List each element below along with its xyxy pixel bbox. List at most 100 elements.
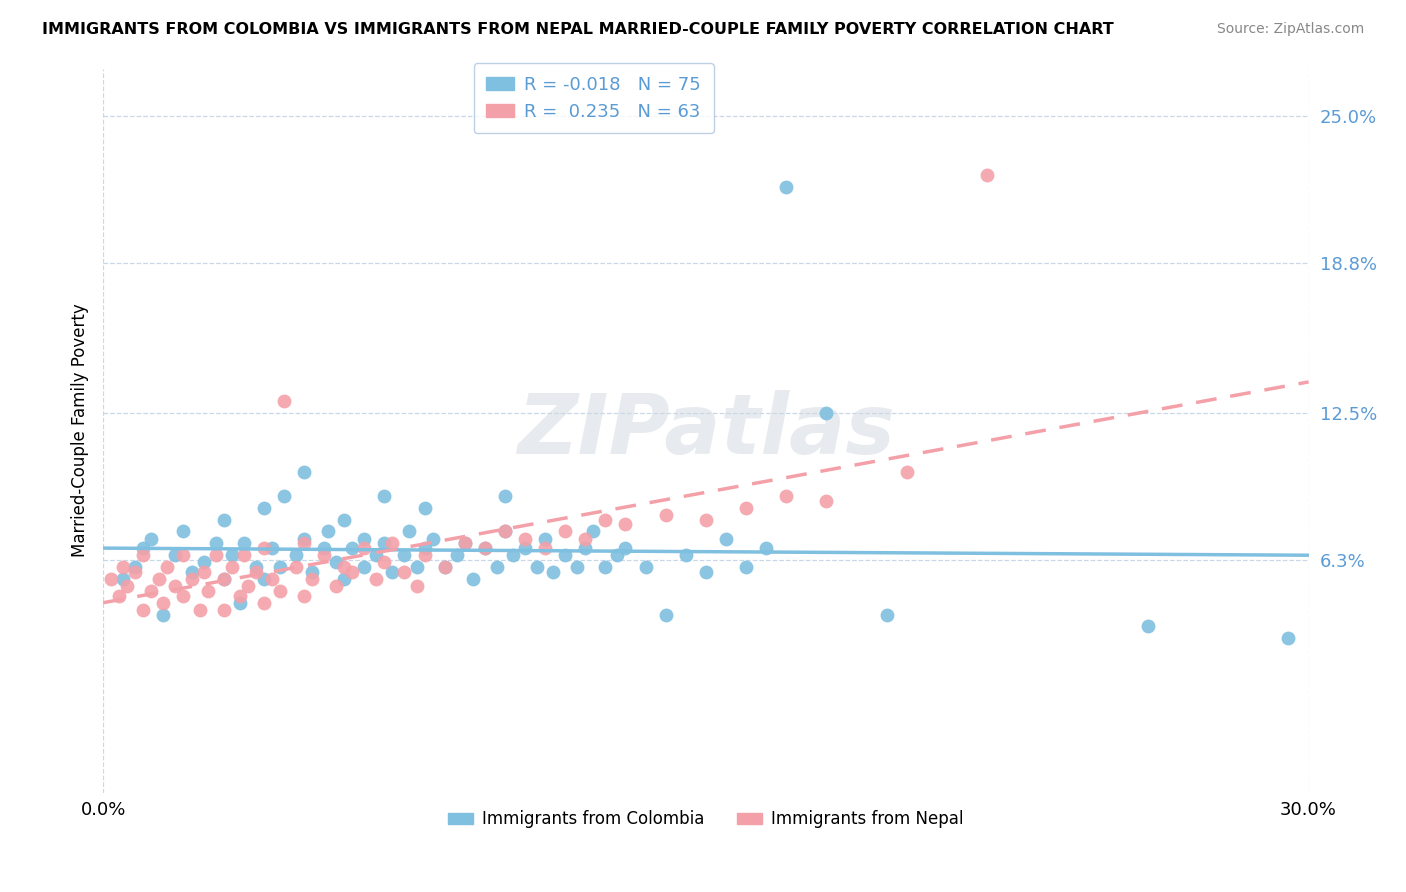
Point	[229, 589, 252, 603]
Point	[614, 517, 637, 532]
Point	[405, 579, 427, 593]
Point	[173, 589, 195, 603]
Point	[815, 493, 838, 508]
Point	[152, 596, 174, 610]
Point	[197, 583, 219, 598]
Point	[735, 500, 758, 515]
Point	[253, 541, 276, 555]
Point	[132, 548, 155, 562]
Point	[502, 548, 524, 562]
Point	[381, 536, 404, 550]
Point	[165, 548, 187, 562]
Point	[253, 596, 276, 610]
Point	[180, 565, 202, 579]
Point	[314, 548, 336, 562]
Point	[232, 536, 254, 550]
Point	[513, 541, 536, 555]
Point	[413, 541, 436, 555]
Point	[236, 579, 259, 593]
Point	[373, 555, 395, 569]
Point	[413, 548, 436, 562]
Point	[269, 560, 291, 574]
Point	[193, 565, 215, 579]
Point	[695, 513, 717, 527]
Point	[204, 548, 226, 562]
Point	[654, 508, 676, 522]
Point	[253, 500, 276, 515]
Point	[775, 180, 797, 194]
Point	[301, 565, 323, 579]
Point	[212, 572, 235, 586]
Point	[654, 607, 676, 622]
Point	[373, 536, 395, 550]
Point	[876, 607, 898, 622]
Point	[353, 532, 375, 546]
Point	[260, 541, 283, 555]
Point	[204, 536, 226, 550]
Point	[394, 565, 416, 579]
Point	[614, 541, 637, 555]
Point	[253, 572, 276, 586]
Text: ZIPatlas: ZIPatlas	[517, 390, 894, 471]
Point	[526, 560, 548, 574]
Point	[366, 548, 388, 562]
Point	[273, 489, 295, 503]
Point	[292, 465, 315, 479]
Point	[292, 536, 315, 550]
Point	[474, 541, 496, 555]
Point	[755, 541, 778, 555]
Point	[292, 532, 315, 546]
Point	[212, 603, 235, 617]
Y-axis label: Married-Couple Family Poverty: Married-Couple Family Poverty	[72, 303, 89, 558]
Point	[273, 393, 295, 408]
Point	[422, 532, 444, 546]
Point	[333, 513, 356, 527]
Legend: Immigrants from Colombia, Immigrants from Nepal: Immigrants from Colombia, Immigrants fro…	[441, 804, 970, 835]
Point	[232, 548, 254, 562]
Point	[595, 513, 617, 527]
Point	[333, 560, 356, 574]
Point	[229, 596, 252, 610]
Point	[675, 548, 697, 562]
Point	[292, 589, 315, 603]
Point	[325, 579, 347, 593]
Point	[474, 541, 496, 555]
Point	[333, 572, 356, 586]
Point	[494, 524, 516, 539]
Point	[212, 513, 235, 527]
Point	[815, 406, 838, 420]
Point	[221, 548, 243, 562]
Point	[173, 524, 195, 539]
Point	[567, 560, 589, 574]
Point	[353, 541, 375, 555]
Point	[180, 572, 202, 586]
Point	[156, 560, 179, 574]
Point	[112, 572, 135, 586]
Point	[775, 489, 797, 503]
Point	[269, 583, 291, 598]
Point	[193, 555, 215, 569]
Point	[141, 532, 163, 546]
Point	[554, 548, 576, 562]
Point	[342, 565, 364, 579]
Point	[112, 560, 135, 574]
Point	[534, 532, 557, 546]
Point	[316, 524, 339, 539]
Point	[366, 572, 388, 586]
Point	[1136, 619, 1159, 633]
Point	[173, 548, 195, 562]
Point	[454, 536, 477, 550]
Point	[124, 560, 146, 574]
Point	[221, 560, 243, 574]
Point	[541, 565, 564, 579]
Point	[165, 579, 187, 593]
Point	[595, 560, 617, 574]
Point	[381, 565, 404, 579]
Point	[714, 532, 737, 546]
Point	[606, 548, 628, 562]
Point	[115, 579, 138, 593]
Point	[433, 560, 456, 574]
Point	[373, 489, 395, 503]
Text: IMMIGRANTS FROM COLOMBIA VS IMMIGRANTS FROM NEPAL MARRIED-COUPLE FAMILY POVERTY : IMMIGRANTS FROM COLOMBIA VS IMMIGRANTS F…	[42, 22, 1114, 37]
Point	[634, 560, 657, 574]
